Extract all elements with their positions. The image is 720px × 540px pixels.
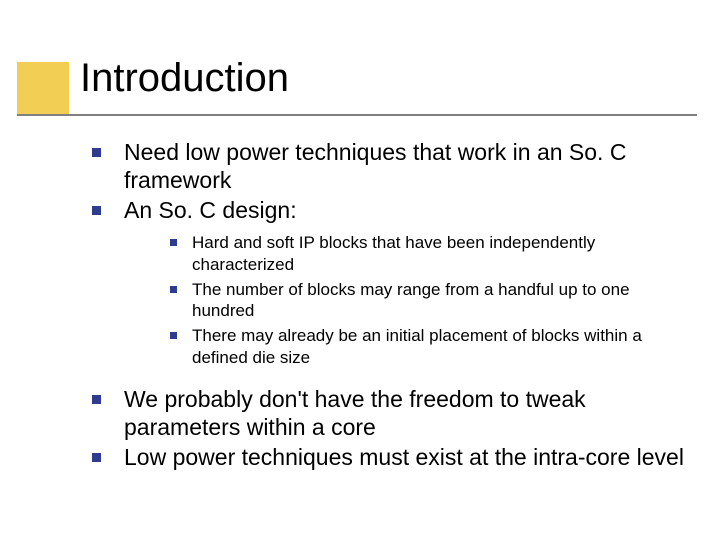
list-item-text: An So. C design:	[124, 197, 297, 223]
list-item: Need low power techniques that work in a…	[80, 138, 690, 194]
bullet-list-level2: Hard and soft IP blocks that have been i…	[162, 232, 690, 369]
slide-content: Need low power techniques that work in a…	[80, 138, 690, 473]
bullet-list-level1: Need low power techniques that work in a…	[80, 138, 690, 471]
title-underline	[17, 114, 697, 116]
list-item: An So. C design: Hard and soft IP blocks…	[80, 196, 690, 383]
title-accent-box	[17, 62, 69, 114]
list-item: The number of blocks may range from a ha…	[162, 279, 690, 323]
page-title: Introduction	[80, 56, 289, 101]
list-item: Low power techniques must exist at the i…	[80, 443, 690, 471]
list-item: There may already be an initial placemen…	[162, 325, 690, 369]
list-item: Hard and soft IP blocks that have been i…	[162, 232, 690, 276]
list-item: We probably don't have the freedom to tw…	[80, 385, 690, 441]
